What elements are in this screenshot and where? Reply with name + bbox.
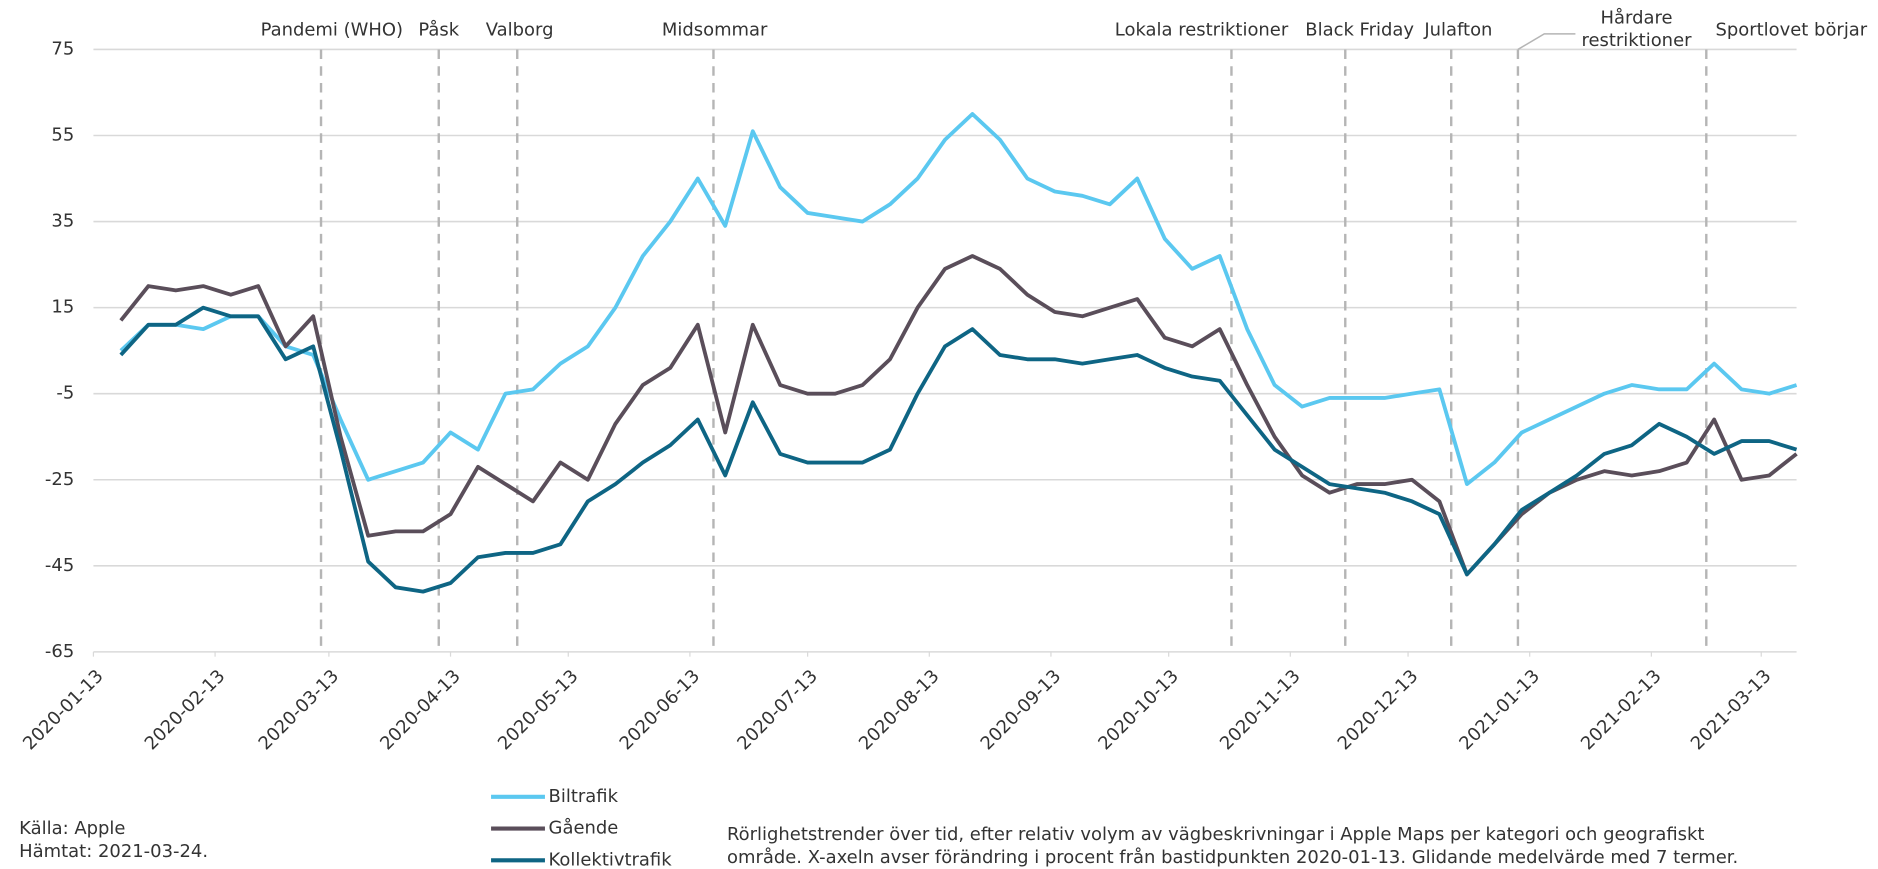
y-tick-label: 75 — [51, 38, 74, 59]
x-tick-label: 2020-02-13 — [141, 666, 230, 755]
y-tick-label: 35 — [51, 211, 74, 232]
y-tick-label: 55 — [51, 125, 74, 146]
x-tick-label: 2020-12-13 — [1334, 666, 1423, 755]
event-label: Julafton — [1423, 19, 1492, 40]
y-tick-label: 15 — [51, 297, 74, 318]
x-tick-label: 2020-09-13 — [977, 666, 1066, 755]
series-line — [119, 305, 1798, 594]
x-tick-label: 2020-10-13 — [1094, 666, 1183, 755]
series-line — [119, 112, 1798, 487]
x-tick-label: 2020-08-13 — [855, 666, 944, 755]
x-tick-label: 2020-03-13 — [255, 666, 344, 755]
x-tick-label: 2020-07-13 — [733, 666, 822, 755]
retrieved: Hämtat: 2021-03-24. — [19, 841, 208, 862]
x-tick-label: 2020-06-13 — [616, 666, 705, 755]
x-tick-label: 2020-04-13 — [376, 666, 465, 755]
event-label: Lokala restriktioner — [1115, 19, 1289, 40]
event-label: Black Friday — [1305, 19, 1414, 40]
event-label: Hårdare — [1601, 7, 1673, 28]
y-tick-label: -5 — [56, 383, 74, 404]
legend-label: Gående — [549, 818, 619, 839]
y-tick-label: -25 — [45, 469, 74, 490]
note-line: område. X-axeln avser förändring i proce… — [727, 847, 1738, 868]
event-label: Påsk — [418, 19, 459, 40]
x-tick-label: 2021-02-13 — [1577, 666, 1666, 755]
event-label: restriktioner — [1581, 30, 1692, 51]
note-line: Rörlighetstrender över tid, efter relati… — [727, 824, 1704, 845]
x-tick-label: 2021-01-13 — [1455, 666, 1544, 755]
event-label: Pandemi (WHO) — [261, 19, 403, 40]
legend-label: Biltrafik — [549, 786, 619, 807]
x-tick-label: 2020-01-13 — [19, 666, 108, 755]
source: Källa: Apple — [19, 818, 125, 839]
event-label: Midsommar — [662, 19, 768, 40]
event-label: Valborg — [486, 19, 554, 40]
x-tick-label: 2020-11-13 — [1216, 666, 1305, 755]
leader-line — [1517, 33, 1576, 51]
x-tick-label: 2020-05-13 — [494, 666, 583, 755]
y-tick-label: -65 — [45, 641, 74, 662]
legend-label: Kollektivtrafik — [549, 849, 673, 869]
y-tick-label: -45 — [45, 555, 74, 576]
x-tick-label: 2021-03-13 — [1687, 666, 1776, 755]
event-label: Sportlovet börjar — [1715, 19, 1867, 40]
series-line — [119, 254, 1798, 577]
